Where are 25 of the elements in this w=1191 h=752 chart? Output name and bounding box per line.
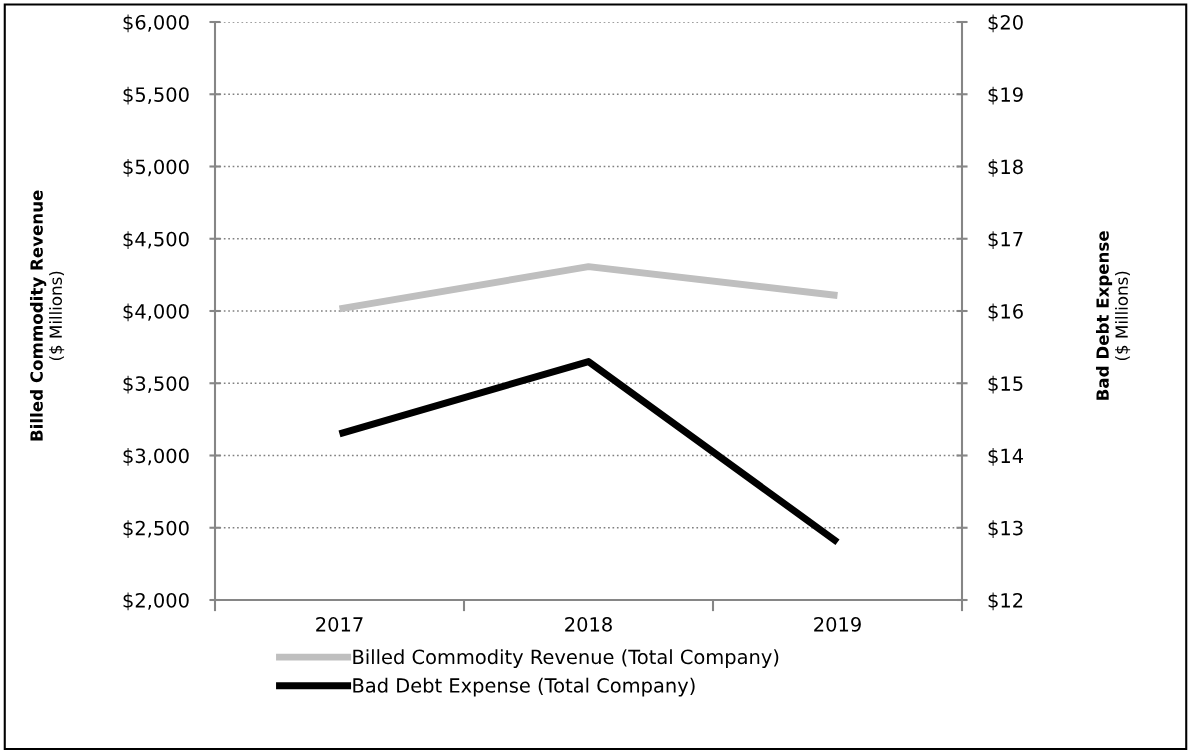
- y-tick-label: $4,500: [123, 231, 189, 249]
- x-tick-label: 2017: [316, 617, 363, 632]
- y-tick-label: $5,000: [123, 159, 189, 177]
- y-tick-label: $4,000: [123, 303, 189, 322]
- y2-tick-label: $12: [988, 592, 1023, 611]
- y2-tick-label: $17: [988, 231, 1023, 249]
- y-tick-label: $3,000: [123, 448, 189, 466]
- y2-tick-label: $20: [988, 14, 1023, 33]
- y-tick-label: $6,000: [123, 14, 189, 33]
- x-tick-label: 2019: [814, 617, 861, 632]
- y-axis-title: Billed Commodity Revenue ($ Millions): [29, 190, 65, 441]
- y2-tick-label: $18: [988, 159, 1023, 177]
- y2-tick-label: $16: [988, 303, 1023, 322]
- y2-tick-label: $19: [988, 86, 1023, 105]
- legend-label: Billed Commodity Revenue (Total Company): [353, 649, 779, 668]
- x-tick-label: 2018: [565, 617, 612, 632]
- y-tick-label: $2,500: [123, 520, 189, 538]
- y-tick-label: $5,500: [123, 86, 189, 105]
- y2-axis-title: Bad Debt Expense ($ Millions): [1095, 231, 1131, 400]
- y2-tick-label: $15: [988, 375, 1023, 394]
- legend-label: Bad Debt Expense (Total Company): [353, 677, 695, 697]
- y2-tick-label: $13: [988, 520, 1023, 538]
- y-tick-label: $3,500: [123, 375, 189, 394]
- y2-tick-label: $14: [988, 448, 1024, 466]
- y-tick-label: $2,000: [123, 592, 189, 611]
